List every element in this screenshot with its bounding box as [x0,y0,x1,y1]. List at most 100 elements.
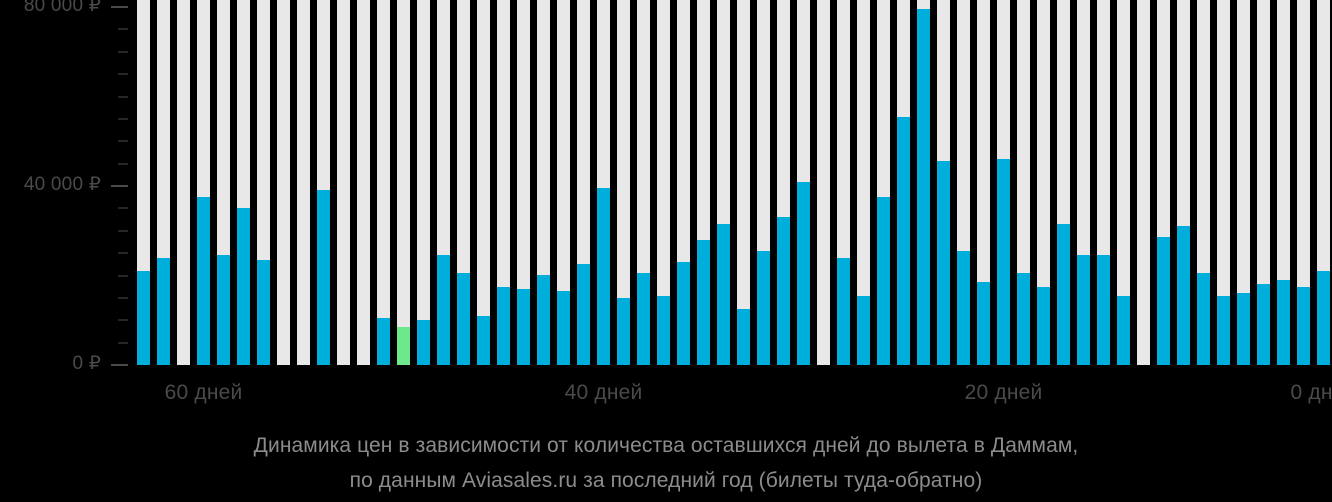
bar[interactable] [917,9,930,365]
bar[interactable] [1077,255,1090,365]
bar-slot[interactable] [1117,0,1130,365]
bar[interactable] [597,188,610,365]
bar-slot[interactable] [1197,0,1210,365]
bar-slot[interactable] [1237,0,1250,365]
bar-slot[interactable] [717,0,730,365]
bar[interactable] [557,291,570,365]
bar-slot[interactable] [577,0,590,365]
bar[interactable] [1017,273,1030,365]
bar-slot[interactable] [277,0,290,365]
bar[interactable] [997,159,1010,365]
bar-slot[interactable] [397,0,410,365]
bar[interactable] [1197,273,1210,365]
bar-slot[interactable] [257,0,270,365]
bar-slot[interactable] [937,0,950,365]
bar-slot[interactable] [497,0,510,365]
bar-slot[interactable] [857,0,870,365]
bar-slot[interactable] [1217,0,1230,365]
bar[interactable] [717,224,730,365]
bar[interactable] [657,296,670,365]
bar[interactable] [257,260,270,365]
bar[interactable] [777,217,790,365]
bar-slot[interactable] [417,0,430,365]
bar[interactable] [237,208,250,365]
bar[interactable] [1057,224,1070,365]
bar[interactable] [1277,280,1290,365]
bar[interactable] [477,316,490,365]
bar[interactable] [737,309,750,365]
bar-slot[interactable] [297,0,310,365]
bar[interactable] [1037,287,1050,365]
bar-slot[interactable] [1257,0,1270,365]
bar-slot[interactable] [1177,0,1190,365]
bar-slot[interactable] [317,0,330,365]
bar-slot[interactable] [757,0,770,365]
bar[interactable] [1257,284,1270,365]
bar[interactable] [1217,296,1230,365]
bar-slot[interactable] [677,0,690,365]
bar-slot[interactable] [637,0,650,365]
bar-slot[interactable] [737,0,750,365]
bar[interactable] [937,161,950,365]
bar[interactable] [1097,255,1110,365]
bar[interactable] [537,275,550,365]
bar-slot[interactable] [1297,0,1310,365]
bar-slot[interactable] [1077,0,1090,365]
bar[interactable] [697,240,710,365]
bar-slot[interactable] [1317,0,1330,365]
bar-slot[interactable] [617,0,630,365]
bar[interactable] [1237,293,1250,365]
bar[interactable] [637,273,650,365]
bar[interactable] [897,117,910,365]
bar[interactable] [437,255,450,365]
bar-slot[interactable] [337,0,350,365]
bar[interactable] [957,251,970,365]
bar-slot[interactable] [697,0,710,365]
bar-slot[interactable] [137,0,150,365]
bar-slot[interactable] [1057,0,1070,365]
bar[interactable] [377,318,390,365]
bar[interactable] [577,264,590,365]
bar[interactable] [857,296,870,365]
bar-slot[interactable] [957,0,970,365]
bar-slot[interactable] [977,0,990,365]
bar-slot[interactable] [1157,0,1170,365]
bar-slot[interactable] [997,0,1010,365]
bar[interactable] [157,258,170,365]
bar-slot[interactable] [477,0,490,365]
bar[interactable] [1177,226,1190,365]
bar[interactable] [677,262,690,365]
bar-slot[interactable] [517,0,530,365]
bar-highlighted[interactable] [397,327,410,365]
bar-slot[interactable] [837,0,850,365]
bar-slot[interactable] [457,0,470,365]
bar-slot[interactable] [377,0,390,365]
bar[interactable] [517,289,530,365]
bar[interactable] [877,197,890,365]
bar-slot[interactable] [537,0,550,365]
bar-slot[interactable] [1017,0,1030,365]
bar-slot[interactable] [1097,0,1110,365]
bar[interactable] [1157,237,1170,365]
bar[interactable] [497,287,510,365]
bar-slot[interactable] [357,0,370,365]
bar[interactable] [1297,287,1310,365]
bar-slot[interactable] [1137,0,1150,365]
bar[interactable] [217,255,230,365]
bar[interactable] [197,197,210,365]
bar-slot[interactable] [197,0,210,365]
bar-slot[interactable] [157,0,170,365]
bar-slot[interactable] [817,0,830,365]
bar-slot[interactable] [437,0,450,365]
bar[interactable] [977,282,990,365]
bar[interactable] [417,320,430,365]
bar[interactable] [457,273,470,365]
bar-slot[interactable] [217,0,230,365]
bar[interactable] [757,251,770,365]
bar-slot[interactable] [1037,0,1050,365]
bar-slot[interactable] [897,0,910,365]
bar[interactable] [837,258,850,365]
bar-slot[interactable] [917,0,930,365]
bar[interactable] [797,182,810,365]
bar[interactable] [1317,271,1330,365]
